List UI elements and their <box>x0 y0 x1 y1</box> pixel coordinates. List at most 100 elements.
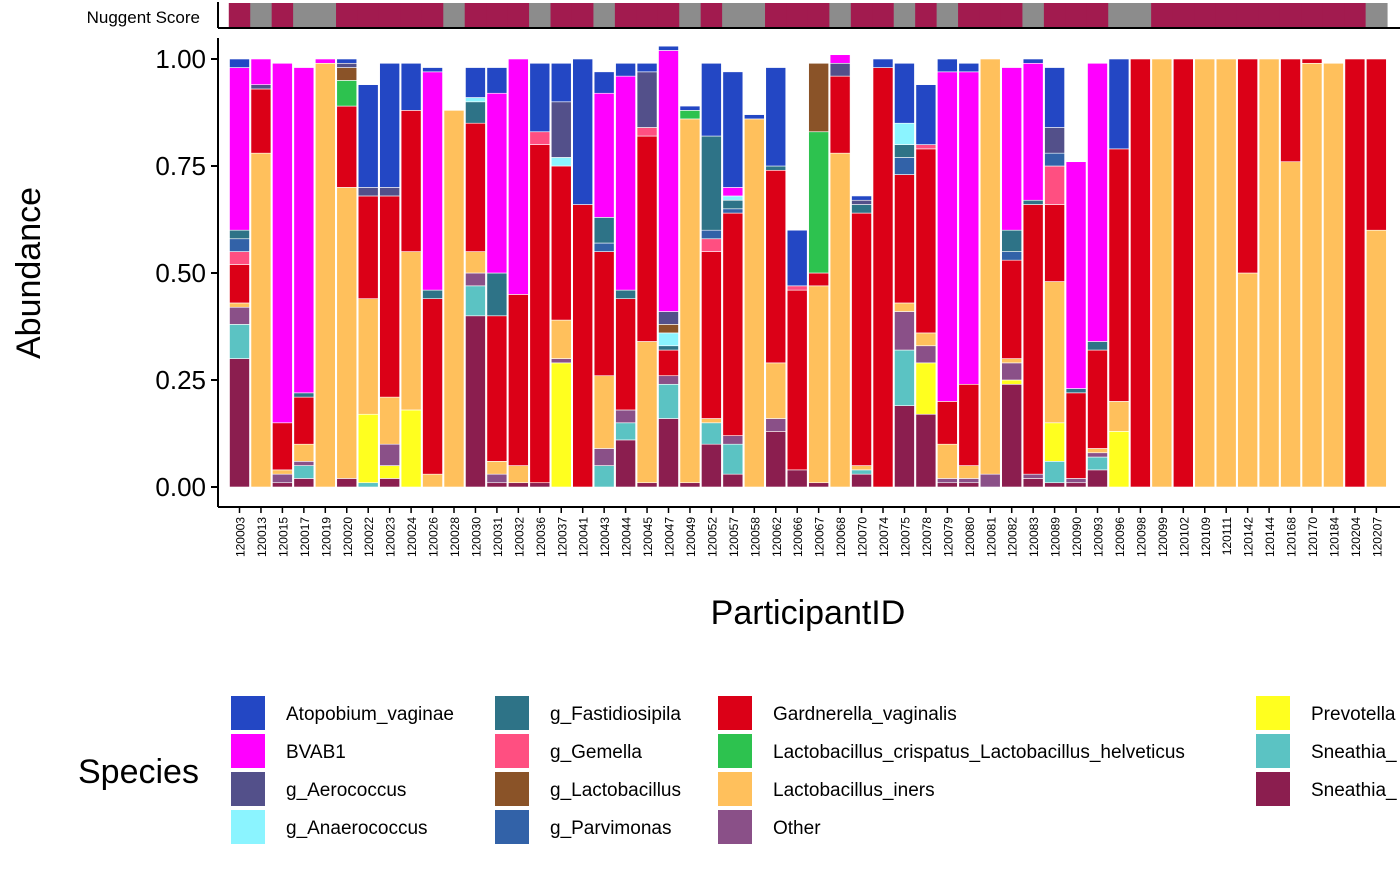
bar-segment <box>1323 62 1344 488</box>
bar-segment <box>915 148 937 334</box>
bar-segment <box>465 122 486 252</box>
x-tick-label: 120031 <box>491 517 505 557</box>
bar-segment <box>636 135 658 342</box>
bar-segment <box>593 242 615 252</box>
nugget-cell <box>979 3 1002 27</box>
bar-segment <box>765 418 787 432</box>
nugget-cell <box>1172 3 1195 27</box>
bar-segment <box>508 58 529 295</box>
x-tick-label: 120207 <box>1370 517 1384 557</box>
bar-segment <box>272 62 293 424</box>
legend-label: BVAB1 <box>286 742 346 763</box>
bar-segment <box>765 169 787 364</box>
y-tick-label: 0.25 <box>155 365 206 395</box>
bar-segment <box>508 294 529 466</box>
legend-swatch <box>231 772 265 806</box>
bar-segment <box>1344 58 1366 488</box>
x-tick-label: 120142 <box>1242 517 1256 557</box>
legend-swatch <box>1256 734 1290 768</box>
legend-swatch <box>495 772 529 806</box>
x-tick-label: 120082 <box>1006 517 1020 557</box>
bar-segment <box>1108 58 1130 150</box>
x-tick-label: 120028 <box>448 517 462 557</box>
bar-segment <box>829 152 851 488</box>
bar-segment <box>1130 58 1151 488</box>
legend-label: Other <box>773 818 821 839</box>
bar-segment <box>786 285 808 291</box>
legend-swatch <box>495 696 529 730</box>
bar-segment <box>1044 67 1065 128</box>
bar-segment <box>229 238 250 252</box>
bar-segment <box>357 482 379 488</box>
bar-segment <box>550 358 572 364</box>
bar-segment <box>1044 281 1065 424</box>
legend-swatch <box>495 810 529 844</box>
legend-swatch <box>231 810 265 844</box>
x-tick-label: 120058 <box>748 517 762 557</box>
bar-segment <box>465 101 486 124</box>
legend-swatch <box>718 772 752 806</box>
bar-segment <box>722 212 744 436</box>
bar-segment <box>808 285 829 484</box>
y-axis-title: Abundance <box>10 187 48 359</box>
bar-segment <box>658 349 679 377</box>
nugget-cell <box>421 3 444 27</box>
x-tick-label: 120079 <box>941 517 955 557</box>
nugget-cell <box>829 3 852 27</box>
x-tick-label: 120099 <box>1156 517 1170 557</box>
bar-segment <box>701 443 722 488</box>
nugget-cell <box>529 3 552 27</box>
bar-segment <box>400 110 422 252</box>
bar-segment <box>1237 272 1258 488</box>
legend-group: Atopobium_vaginae BVAB1 g_Aerococcus g_Anae… <box>231 696 1397 844</box>
bar-segment <box>979 473 1001 488</box>
y-tick-label: 0.00 <box>155 472 206 502</box>
nugget-cell <box>1108 3 1131 27</box>
nugget-cell <box>722 3 745 27</box>
bar-segment <box>529 131 551 145</box>
bar-segment <box>1001 383 1023 488</box>
nugget-cell <box>271 3 294 27</box>
bar-segment <box>1173 58 1194 488</box>
bar-segment <box>937 71 958 402</box>
bar-segment <box>808 62 829 133</box>
nugget-cell <box>807 3 830 27</box>
legend-swatch <box>718 734 752 768</box>
bar-segment <box>1022 473 1044 479</box>
x-tick-label: 120024 <box>405 517 419 557</box>
bar-segment <box>915 84 937 145</box>
bar-segment <box>486 92 508 274</box>
bar-segment <box>1065 161 1087 389</box>
bar-segment <box>808 272 829 287</box>
bar-segment <box>336 62 358 68</box>
legend-swatch <box>718 696 752 730</box>
legend-label: g_Aerococcus <box>286 780 406 801</box>
bar-segment <box>894 157 915 175</box>
bar-segment <box>593 465 615 488</box>
nugget-cell <box>1194 3 1216 27</box>
bar-segment <box>894 349 915 406</box>
bar-segment <box>272 473 293 484</box>
bar-segment <box>937 482 958 488</box>
nugget-cell <box>1129 3 1152 27</box>
nugget-cell <box>357 3 380 27</box>
bar-segment <box>357 413 379 484</box>
bar-segment <box>701 251 722 419</box>
bar-segment <box>658 311 679 325</box>
legend-swatch <box>231 734 265 768</box>
x-tick-label: 120015 <box>276 517 290 557</box>
bar-segment <box>508 465 529 484</box>
legend-label: g_Gemella <box>550 742 642 763</box>
bar-segment <box>786 229 808 287</box>
bar-segment <box>1044 204 1065 282</box>
x-tick-label: 120036 <box>534 517 548 557</box>
bar-segment <box>1022 199 1044 205</box>
bar-segment <box>1237 58 1258 274</box>
legend-label: Prevotella <box>1311 704 1396 725</box>
bar-segment <box>336 187 358 479</box>
legend-swatch <box>1256 696 1290 730</box>
bar-segment <box>658 375 679 385</box>
nugget-cell <box>700 3 723 27</box>
bar-segment <box>1087 456 1108 471</box>
